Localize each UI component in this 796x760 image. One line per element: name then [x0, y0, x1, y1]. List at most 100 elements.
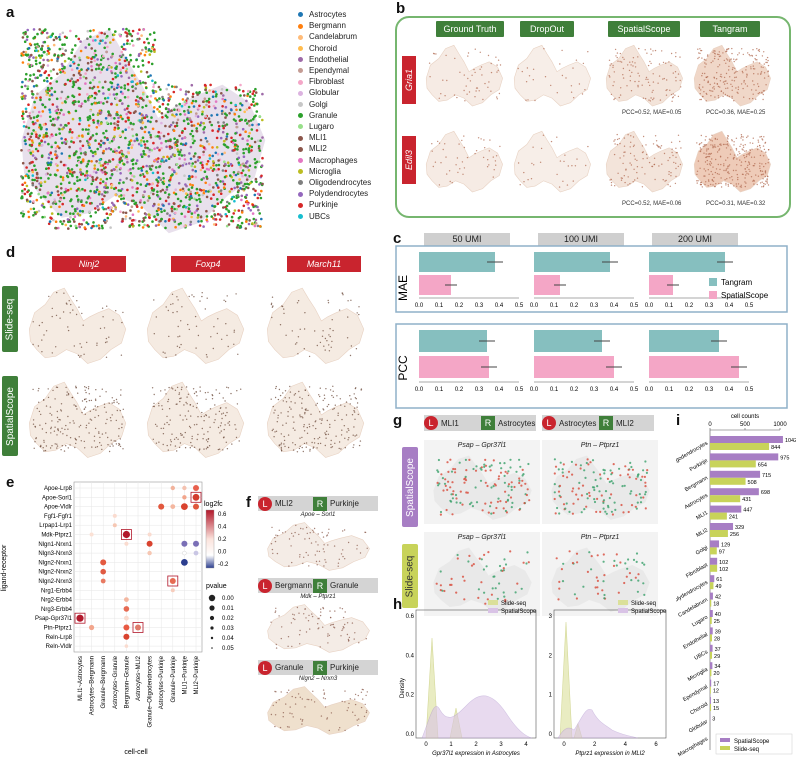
bar-mae-tangram-2	[649, 252, 725, 272]
pcc-tick-label: 0.2	[570, 387, 579, 393]
value-label: 49	[715, 584, 721, 590]
legend-label: Globular	[309, 88, 339, 97]
legend-dot	[298, 113, 303, 118]
legend-dot	[298, 102, 303, 107]
mae-tick-label: 0.4	[725, 303, 734, 309]
ligand-cell-label: MLI1	[441, 419, 481, 428]
legend-dot	[298, 158, 303, 163]
h-legend-label: SpatialScope	[501, 609, 537, 615]
metric-edil3-tangram: PCC=0.31, MAE=0.32	[706, 201, 765, 207]
pcc-tick-label: 0.3	[590, 387, 599, 393]
bar-pcc-spatialscope-0	[419, 356, 489, 378]
bar-slide-seq	[710, 530, 728, 537]
lr-dot	[170, 578, 176, 584]
lr-label: Fgf1-Fgfr1	[44, 514, 73, 520]
h-x-tick-label: 0	[562, 742, 566, 748]
pcc-tick-label: 0.2	[455, 387, 464, 393]
value-label: 18	[713, 602, 719, 608]
lr-dot	[193, 504, 199, 510]
bar-spatialscope	[710, 680, 711, 687]
lr-dot	[123, 531, 130, 538]
bar-slide-seq	[710, 565, 717, 572]
h-legend-swatch-slide-seq	[618, 600, 628, 605]
value-label: 37	[715, 647, 721, 653]
metric-gria1-spatialscope: PCC=0.52, MAE=0.05	[622, 110, 681, 116]
ligand-badge: L	[258, 661, 272, 675]
value-label: 17	[713, 682, 719, 688]
value-label: 61	[716, 577, 722, 583]
lr-dot	[171, 588, 175, 592]
legend-item-ependymal: Ependymal	[298, 66, 349, 76]
f-lr-title: Nlgn2 – Nrxn3	[258, 676, 378, 682]
receptor-cell-label: Granule	[330, 581, 358, 590]
mae-tick-label: 0.4	[495, 303, 504, 309]
f-lr-title: Mdk – Ptprz1	[258, 594, 378, 600]
ligand-badge: L	[542, 416, 556, 430]
gene-label-edil3: Edil3	[402, 136, 416, 184]
lr-label: Mdk-Ptprz1	[41, 533, 72, 539]
mae-tick-label: 0.2	[570, 303, 579, 309]
colorbar-tick-label: 0.4	[218, 525, 227, 531]
lr-dot	[182, 486, 186, 490]
lr-dot	[194, 551, 199, 556]
bar-slide-seq	[710, 669, 711, 676]
g-interaction-map	[428, 452, 536, 522]
lr-dot	[182, 551, 186, 555]
pvalue-legend-label: 0.02	[222, 616, 234, 622]
pcc-tick-label: 0.1	[550, 387, 559, 393]
e-xlabel: cell-cell	[124, 749, 148, 756]
bar-spatialscope	[710, 523, 733, 530]
ligand-badge: L	[258, 579, 272, 593]
legend-label-tangram: Tangram	[721, 278, 752, 287]
metric-edil3-spatialscope: PCC=0.52, MAE=0.06	[622, 201, 681, 207]
g-panel-title: Ptn – Ptprz1	[542, 534, 658, 541]
pvalue-legend-label: 0.01	[222, 606, 234, 612]
method-header-spatialscope: SpatialScope	[608, 21, 680, 37]
legend-dot	[298, 80, 303, 85]
legend-label: Granule	[309, 111, 337, 120]
cell-pair-label: Astrocytes~Bergmann	[90, 656, 96, 715]
lr-dot	[76, 615, 83, 622]
value-label: 975	[780, 455, 789, 461]
bar-slide-seq	[710, 582, 713, 589]
legend-item-mli1: MLI1	[298, 133, 327, 143]
i-category-label: Purkinje	[689, 458, 709, 473]
pcc-tick-label: 0.4	[495, 387, 504, 393]
pvalue-legend-dot	[209, 605, 214, 610]
value-label: 715	[762, 473, 771, 479]
legend-label: Purkinje	[309, 200, 338, 209]
lr-dot	[171, 486, 175, 490]
legend-item-mli2: MLI2	[298, 144, 327, 154]
bar-spatialscope	[710, 471, 760, 478]
receptor-badge: R	[599, 416, 613, 430]
lr-dot	[89, 625, 94, 630]
imputed-expression-map-edil3-tangram	[690, 128, 774, 194]
h-x-tick-label: 2	[474, 742, 478, 748]
h-legend-swatch-spatialscope	[488, 608, 498, 613]
gene-label-gria1: Gria1	[402, 56, 416, 104]
bar-spatialscope	[710, 662, 712, 669]
value-label: 20	[713, 671, 719, 677]
bar-spatialscope	[710, 488, 759, 495]
pcc-tick-label: 0.0	[530, 387, 539, 393]
gene-header-ninj2: Ninj2	[52, 256, 126, 272]
ligand-badge: L	[424, 416, 438, 430]
imputed-expression-map-gria1-tangram	[690, 42, 774, 108]
h-y-tick-label: 0.2	[406, 693, 415, 699]
value-label: 29	[714, 654, 720, 660]
colorbar-tick-label: 0.0	[218, 550, 227, 556]
colorbar-title: log2fc	[204, 501, 223, 508]
imputed-expression-map-gria1-ground-truth	[422, 42, 506, 108]
i-tick-label: 500	[740, 422, 751, 428]
legend-label: Endothelial	[309, 55, 349, 64]
legend-item-lugaro: Lugaro	[298, 122, 334, 132]
g-panel-title: Psap – Gpr37l1	[424, 534, 540, 541]
legend-item-candelabrum: Candelabrum	[298, 32, 357, 42]
f-interaction-map-0	[262, 520, 374, 572]
cell-pair-label: Astrocytes~MLI2	[136, 655, 142, 701]
mae-tick-label: 0.3	[705, 303, 714, 309]
lr-label: Apoe-Vldlr	[44, 505, 72, 511]
pvalue-legend-dot	[210, 626, 213, 629]
pcc-tick-label: 0.3	[475, 387, 484, 393]
legend-swatch-tangram	[709, 278, 717, 286]
